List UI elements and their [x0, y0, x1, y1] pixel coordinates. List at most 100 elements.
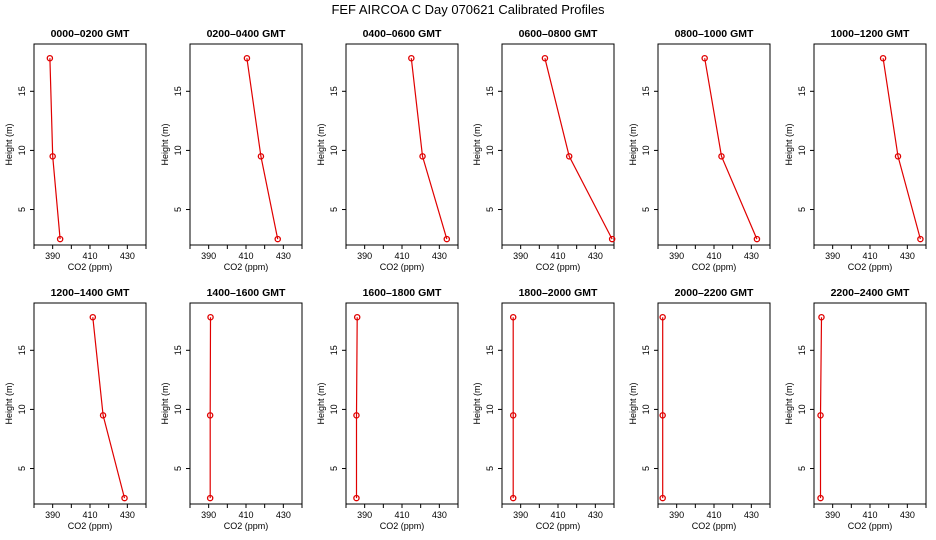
y-tick-label: 10: [173, 404, 183, 414]
data-point: [608, 235, 616, 243]
panel-title: 1000–1200 GMT: [831, 28, 910, 40]
x-tick-label: 430: [432, 251, 447, 261]
data-point: [56, 235, 64, 243]
y-axis-label: Height (m): [4, 382, 14, 424]
x-tick-label: 390: [825, 251, 840, 261]
data-point: [818, 313, 825, 321]
panel-9: 1600–1800 GMT 390 410 430 5 10 15 CO2 (ppm) Heig…: [316, 287, 459, 531]
plot-frame: [33, 302, 147, 505]
panel-8: 1400–1600 GMT 390 410 430 5 10 15 CO2 (ppm) Heig…: [160, 287, 303, 531]
x-axis-label: CO2 (ppm): [692, 262, 737, 272]
panel-5: 0800–1000 GMT 390 410 430 5 10 15 CO2 (ppm) Heig…: [628, 28, 771, 272]
y-tick-label: 10: [17, 404, 27, 414]
data-point: [46, 54, 54, 62]
panel-10: 1800–2000 GMT 390 410 430 5 10 15 CO2 (ppm) Heig…: [472, 287, 615, 531]
plot-frame: [657, 302, 771, 505]
y-tick-label: 10: [641, 404, 651, 414]
data-point: [353, 494, 360, 502]
data-point: [701, 54, 708, 62]
y-tick-label: 10: [485, 404, 495, 414]
panel-4: 0600–0800 GMT 390 410 430 5 10 15 CO2 (ppm) Heig…: [472, 28, 616, 272]
x-tick-label: 390: [825, 510, 840, 520]
y-tick-label: 15: [329, 86, 339, 96]
data-point: [257, 153, 265, 160]
series-line: [882, 58, 921, 240]
y-tick-label: 5: [641, 466, 651, 471]
panel-title: 0600–0800 GMT: [519, 28, 598, 40]
panel-title: 1600–1800 GMT: [363, 287, 442, 299]
x-tick-label: 430: [120, 510, 135, 520]
x-tick-label: 390: [45, 251, 60, 261]
x-tick-label: 410: [238, 251, 253, 261]
data-point: [408, 54, 415, 62]
y-tick-label: 5: [485, 466, 495, 471]
series-line: [544, 58, 613, 240]
y-tick-label: 10: [329, 145, 339, 155]
x-tick-label: 430: [744, 510, 759, 520]
x-tick-label: 430: [588, 251, 603, 261]
x-axis-label: CO2 (ppm): [224, 521, 269, 531]
y-axis-label: Height (m): [472, 123, 482, 165]
data-point: [659, 313, 666, 321]
x-tick-label: 410: [550, 251, 565, 261]
x-tick-label: 410: [238, 510, 253, 520]
panel-11: 2000–2200 GMT 390 410 430 5 10 15 CO2 (ppm) Heig…: [628, 287, 771, 531]
y-tick-label: 10: [797, 404, 807, 414]
series-line: [704, 58, 758, 240]
data-point: [99, 412, 107, 419]
plot-frame: [345, 43, 459, 246]
x-tick-label: 390: [45, 510, 60, 520]
series-line: [49, 58, 61, 240]
y-tick-label: 10: [329, 404, 339, 414]
y-tick-label: 5: [173, 466, 183, 471]
x-tick-label: 430: [900, 510, 915, 520]
panel-title: 0400–0600 GMT: [363, 28, 442, 40]
x-tick-label: 430: [432, 510, 447, 520]
x-tick-label: 410: [82, 251, 97, 261]
x-axis-label: CO2 (ppm): [848, 521, 893, 531]
x-tick-label: 410: [706, 251, 721, 261]
x-axis-label: CO2 (ppm): [68, 521, 113, 531]
x-tick-label: 390: [513, 251, 528, 261]
data-point: [419, 153, 426, 160]
y-tick-label: 5: [329, 466, 339, 471]
x-tick-label: 390: [669, 251, 684, 261]
y-tick-label: 5: [485, 207, 495, 212]
y-axis-label: Height (m): [160, 123, 170, 165]
x-tick-label: 410: [394, 251, 409, 261]
data-point: [89, 313, 97, 321]
panel-title: 0000–0200 GMT: [51, 28, 130, 40]
panel-title: 1400–1600 GMT: [207, 287, 286, 299]
x-tick-label: 430: [744, 251, 759, 261]
y-tick-label: 5: [17, 207, 27, 212]
y-tick-label: 10: [797, 145, 807, 155]
plot-frame: [345, 302, 459, 505]
panel-6: 1000–1200 GMT 390 410 430 5 10 15 CO2 (ppm) Heig…: [784, 28, 927, 272]
x-tick-label: 430: [276, 251, 291, 261]
x-tick-label: 430: [276, 510, 291, 520]
x-tick-label: 430: [900, 251, 915, 261]
y-tick-label: 15: [173, 86, 183, 96]
series-line: [410, 58, 448, 240]
x-tick-label: 390: [669, 510, 684, 520]
x-tick-label: 390: [357, 510, 372, 520]
y-axis-label: Height (m): [628, 123, 638, 165]
y-tick-label: 5: [173, 207, 183, 212]
y-tick-label: 15: [641, 345, 651, 355]
x-axis-label: CO2 (ppm): [848, 262, 893, 272]
x-tick-label: 410: [394, 510, 409, 520]
y-axis-label: Height (m): [316, 123, 326, 165]
data-point: [353, 313, 361, 321]
y-tick-label: 15: [173, 345, 183, 355]
plot-frame: [813, 43, 927, 246]
x-axis-label: CO2 (ppm): [536, 262, 581, 272]
data-point: [443, 235, 451, 243]
panel-title: 0800–1000 GMT: [675, 28, 754, 40]
y-tick-label: 10: [485, 145, 495, 155]
x-tick-label: 430: [120, 251, 135, 261]
y-axis-label: Height (m): [316, 382, 326, 424]
x-axis-label: CO2 (ppm): [68, 262, 113, 272]
y-tick-label: 10: [641, 145, 651, 155]
series-line: [92, 317, 126, 499]
